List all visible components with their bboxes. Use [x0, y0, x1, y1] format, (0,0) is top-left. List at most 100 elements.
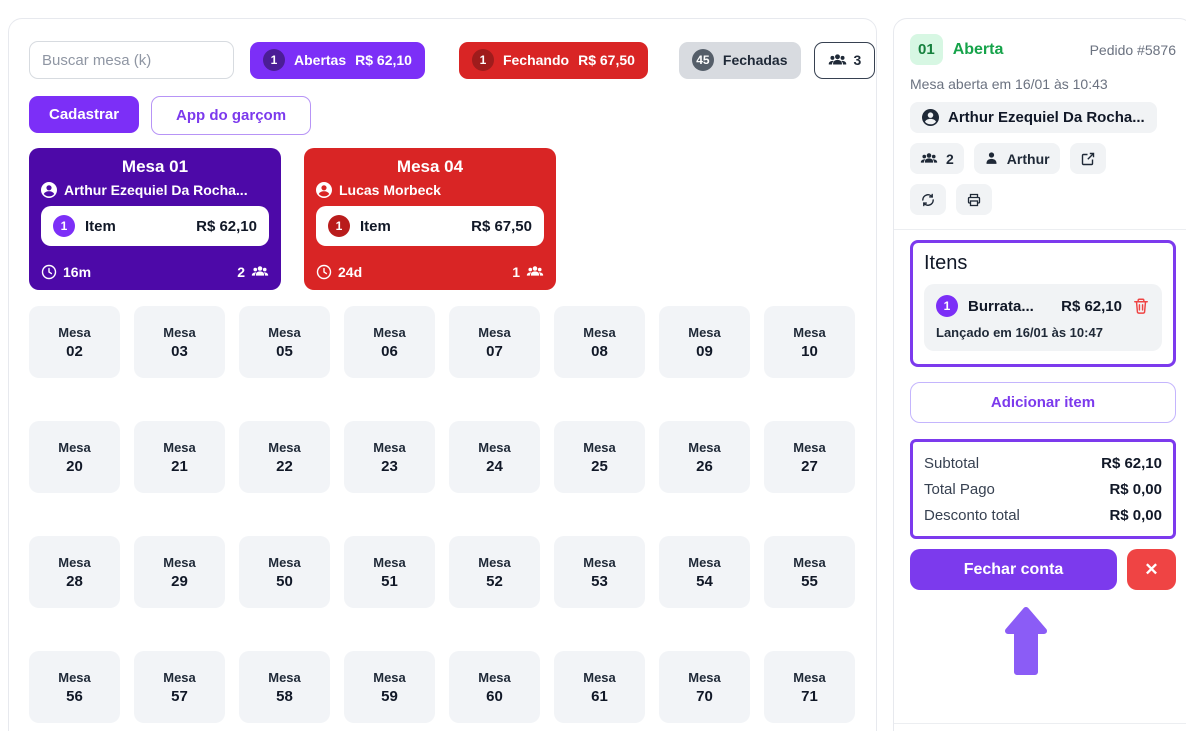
table-tile[interactable]: Mesa 59	[344, 651, 435, 723]
customer-pill: Arthur Ezequiel Da Rocha...	[910, 102, 1157, 133]
people-icon	[526, 265, 544, 279]
search-input[interactable]	[29, 41, 234, 79]
table-tile[interactable]: Mesa 60	[449, 651, 540, 723]
table-tile[interactable]: Mesa 71	[764, 651, 855, 723]
order-meta-row: 2 Arthur	[910, 143, 1176, 174]
table-tile[interactable]: Mesa 08	[554, 306, 645, 378]
table-tile-prefix: Mesa	[478, 439, 511, 455]
table-tile[interactable]: Mesa 50	[239, 536, 330, 608]
table-tile[interactable]: Mesa 29	[134, 536, 225, 608]
table-tile[interactable]: Mesa 07	[449, 306, 540, 378]
waiter-app-button[interactable]: App do garçom	[151, 96, 312, 135]
subtotal-label: Subtotal	[924, 454, 980, 472]
subtotal-value: R$ 62,10	[1101, 454, 1162, 472]
table-tile[interactable]: Mesa 51	[344, 536, 435, 608]
table-tile-prefix: Mesa	[478, 554, 511, 570]
order-reference: Pedido #5876	[1089, 41, 1176, 58]
table-tile[interactable]: Mesa 53	[554, 536, 645, 608]
table-tile-number: 50	[276, 572, 293, 590]
refresh-button[interactable]	[910, 184, 946, 215]
table-tile-number: 05	[276, 342, 293, 360]
table-tile[interactable]: Mesa 55	[764, 536, 855, 608]
table-tile-number: 29	[171, 572, 188, 590]
waiter-pill[interactable]: Arthur	[973, 143, 1060, 174]
order-panel: 01 Aberta Pedido #5876 Mesa aberta em 16…	[893, 18, 1186, 731]
table-tile[interactable]: Mesa 03	[134, 306, 225, 378]
table-card-items-pill: 1 Item R$ 67,50	[316, 206, 544, 246]
filter-open-amount: R$ 62,10	[355, 52, 412, 68]
table-tile[interactable]: Mesa 70	[659, 651, 750, 723]
table-tile-number: 02	[66, 342, 83, 360]
table-tile[interactable]: Mesa 05	[239, 306, 330, 378]
table-tile-number: 24	[486, 457, 503, 475]
person-circle-icon	[922, 109, 939, 126]
delete-item-button[interactable]	[1132, 297, 1150, 315]
close-bill-button[interactable]: Fechar conta	[910, 549, 1117, 590]
table-tile[interactable]: Mesa 57	[134, 651, 225, 723]
table-tile-prefix: Mesa	[268, 439, 301, 455]
table-tile-number: 28	[66, 572, 83, 590]
person-circle-icon	[41, 182, 57, 198]
table-tile[interactable]: Mesa 56	[29, 651, 120, 723]
table-grid: Mesa 02 Mesa 03 Mesa 05 Mesa 06 Mesa 07 …	[29, 306, 856, 723]
table-tile-number: 58	[276, 687, 293, 705]
filter-closed-tables[interactable]: 45 Fechadas	[678, 41, 801, 79]
table-tile[interactable]: Mesa 23	[344, 421, 435, 493]
actions-row: Cadastrar App do garçom	[29, 96, 856, 135]
table-tile-prefix: Mesa	[58, 669, 91, 685]
table-tile[interactable]: Mesa 25	[554, 421, 645, 493]
refresh-icon	[920, 192, 936, 208]
table-tile[interactable]: Mesa 24	[449, 421, 540, 493]
guests-total-badge[interactable]: 3	[813, 41, 876, 79]
table-tile[interactable]: Mesa 06	[344, 306, 435, 378]
table-tile-number: 70	[696, 687, 713, 705]
person-circle-icon	[316, 182, 332, 198]
cancel-table-button[interactable]: ✕	[1127, 549, 1176, 590]
table-tile[interactable]: Mesa 02	[29, 306, 120, 378]
item-count-badge: 1	[53, 215, 75, 237]
table-tile[interactable]: Mesa 52	[449, 536, 540, 608]
open-external-button[interactable]	[1069, 143, 1106, 174]
table-tile[interactable]: Mesa 22	[239, 421, 330, 493]
total-paid-row: Total Pago R$ 0,00	[924, 476, 1162, 502]
table-tile[interactable]: Mesa 21	[134, 421, 225, 493]
table-tile-prefix: Mesa	[373, 439, 406, 455]
table-tile[interactable]: Mesa 28	[29, 536, 120, 608]
table-tile[interactable]: Mesa 27	[764, 421, 855, 493]
add-item-button[interactable]: Adicionar item	[910, 382, 1176, 423]
table-tile-prefix: Mesa	[58, 324, 91, 340]
open-table-card-mesa-01[interactable]: Mesa 01 Arthur Ezequiel Da Rocha... 1 It…	[29, 148, 281, 290]
filter-open-tables[interactable]: 1 Abertas R$ 62,10	[250, 41, 425, 79]
table-tile-prefix: Mesa	[583, 554, 616, 570]
closing-count-badge: 1	[471, 49, 494, 71]
table-tile-number: 61	[591, 687, 608, 705]
order-header: 01 Aberta Pedido #5876	[910, 34, 1176, 65]
close-icon: ✕	[1144, 559, 1159, 579]
table-tile[interactable]: Mesa 10	[764, 306, 855, 378]
divider	[894, 229, 1186, 230]
table-card-guest-count: 2	[237, 264, 245, 280]
table-tile[interactable]: Mesa 61	[554, 651, 645, 723]
table-card-title: Mesa 01	[121, 157, 189, 176]
guest-count-pill[interactable]: 2	[910, 143, 964, 174]
table-tile[interactable]: Mesa 20	[29, 421, 120, 493]
people-icon	[828, 53, 847, 68]
print-button[interactable]	[956, 184, 992, 215]
table-tile-prefix: Mesa	[478, 324, 511, 340]
printer-icon	[966, 192, 982, 208]
table-tile-prefix: Mesa	[583, 669, 616, 685]
table-card-guest-count: 1	[512, 264, 520, 280]
table-tile-prefix: Mesa	[688, 554, 721, 570]
table-tile[interactable]: Mesa 54	[659, 536, 750, 608]
table-tile[interactable]: Mesa 58	[239, 651, 330, 723]
table-tile-number: 71	[801, 687, 818, 705]
table-tile-prefix: Mesa	[688, 324, 721, 340]
table-tile[interactable]: Mesa 26	[659, 421, 750, 493]
item-name: Burrata...	[968, 297, 1034, 315]
table-tile[interactable]: Mesa 09	[659, 306, 750, 378]
register-table-button[interactable]: Cadastrar	[29, 96, 140, 133]
table-tile-number: 21	[171, 457, 188, 475]
filter-closing-tables[interactable]: 1 Fechando R$ 67,50	[458, 41, 648, 79]
open-table-card-mesa-04[interactable]: Mesa 04 Lucas Morbeck 1 Item R$ 67,50	[304, 148, 556, 290]
table-tile-prefix: Mesa	[373, 324, 406, 340]
